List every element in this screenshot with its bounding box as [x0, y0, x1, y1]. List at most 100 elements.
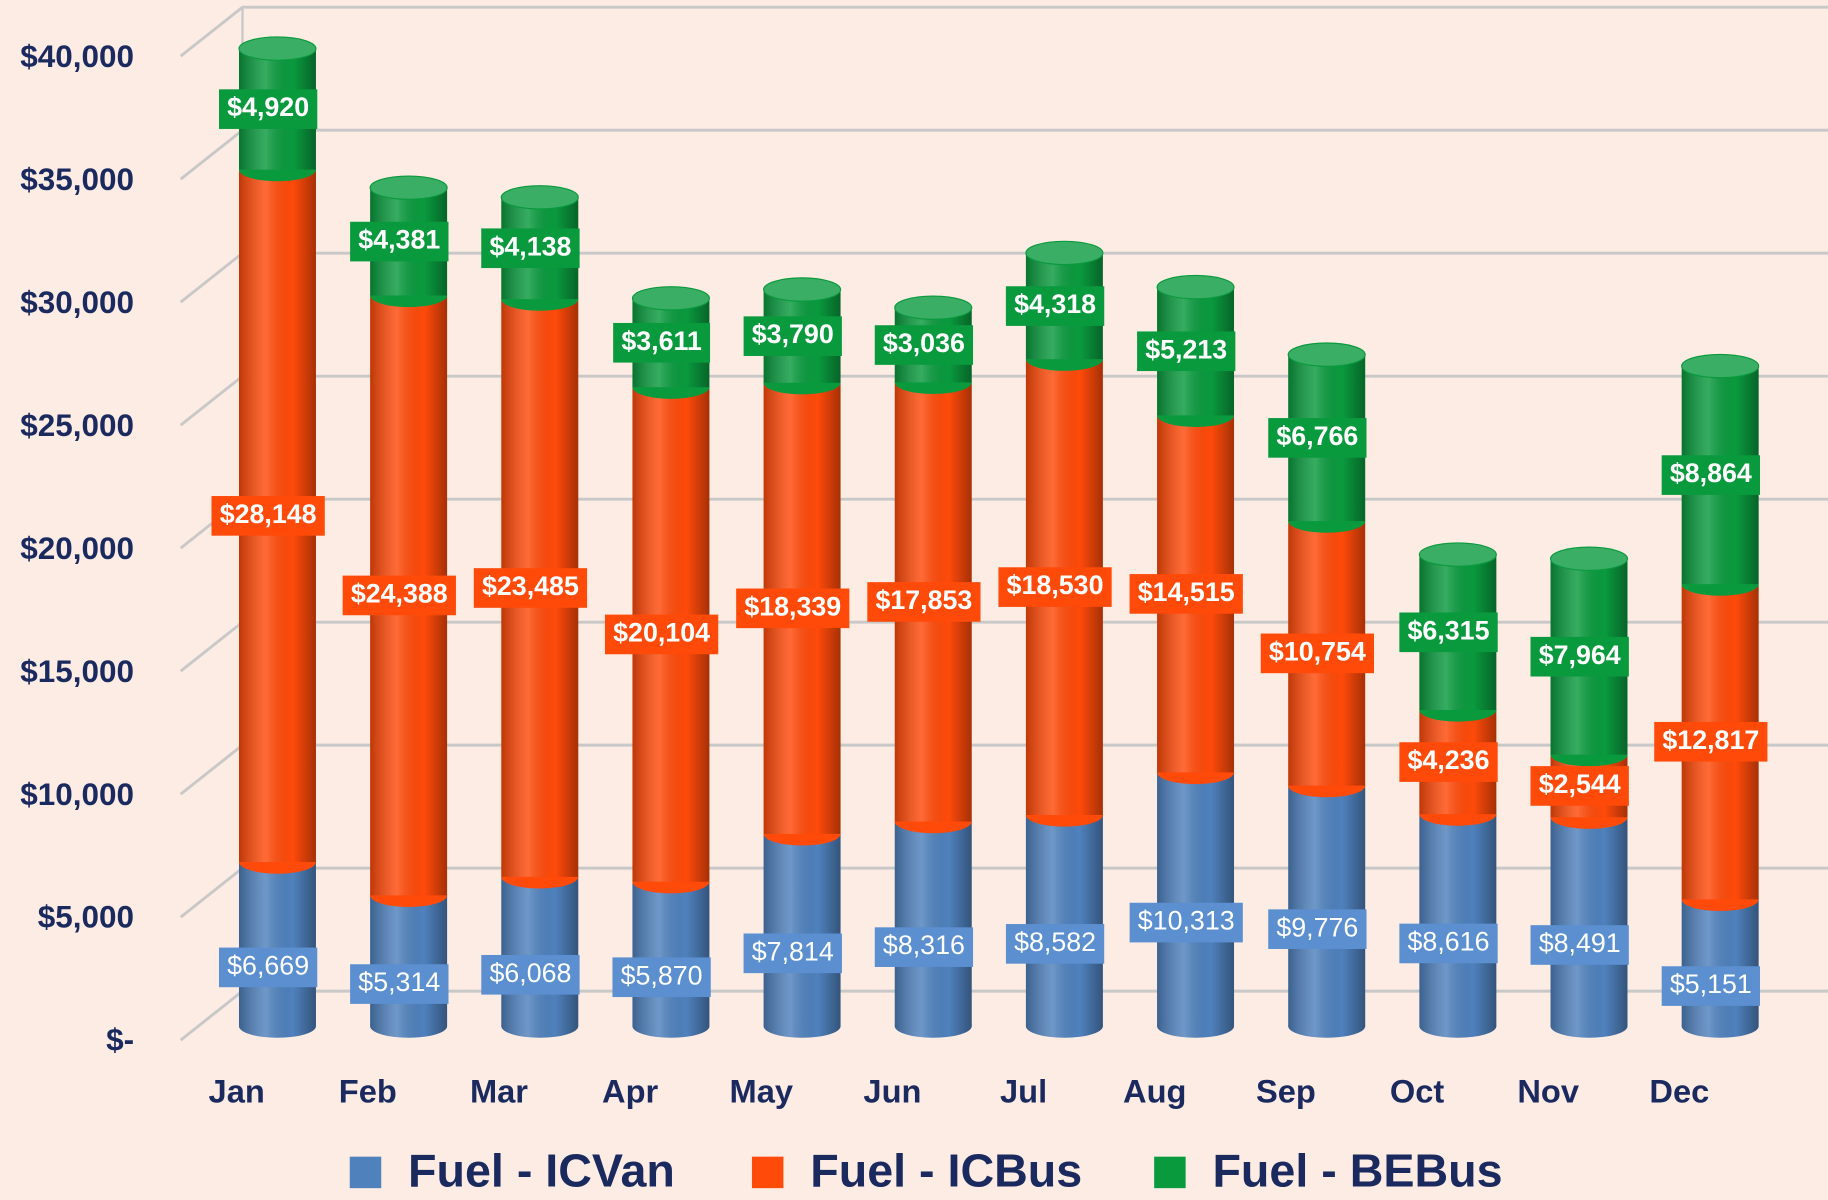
value-label-box — [481, 954, 580, 995]
value-label: $3,790 — [752, 319, 834, 349]
cylinder-top — [238, 36, 317, 61]
cylinder-top — [894, 295, 973, 320]
bar-shade — [501, 876, 579, 1027]
value-label-box — [1661, 455, 1761, 495]
value-label-box — [1399, 742, 1498, 782]
value-label-box — [743, 933, 842, 974]
value-label: $5,213 — [1145, 334, 1227, 364]
bar-shade — [1550, 817, 1628, 1027]
value-label-box — [473, 568, 588, 608]
value-label: $4,920 — [227, 92, 309, 122]
value-label: $8,582 — [1014, 927, 1096, 957]
value-label: $6,766 — [1276, 421, 1358, 451]
x-tick-label: Apr — [602, 1072, 658, 1109]
y-tick-label: $15,000 — [20, 654, 134, 689]
value-label-box — [612, 957, 711, 998]
value-label: $7,964 — [1539, 640, 1621, 670]
value-label-box — [613, 322, 711, 363]
y-tick-label: $40,000 — [20, 39, 134, 74]
value-label-box — [1530, 925, 1629, 965]
legend-swatch — [1154, 1156, 1186, 1189]
value-label: $5,870 — [621, 960, 703, 990]
value-label: $8,491 — [1539, 928, 1621, 958]
value-label-box — [481, 228, 580, 269]
value-label-box — [1399, 923, 1498, 964]
cylinder-top — [1156, 274, 1235, 300]
value-label: $17,853 — [875, 585, 972, 615]
value-label: $23,485 — [482, 571, 579, 601]
x-tick-label: Dec — [1649, 1072, 1709, 1109]
y-tick-label: $5,000 — [38, 900, 134, 935]
value-label: $8,316 — [883, 930, 965, 960]
value-label-box — [1137, 331, 1236, 372]
bar-shade — [894, 821, 972, 1027]
bar-shade — [1025, 814, 1103, 1027]
value-label: $6,068 — [489, 958, 571, 988]
value-label: $8,616 — [1408, 927, 1490, 957]
value-label-box — [874, 325, 974, 365]
value-label: $18,530 — [1007, 570, 1104, 600]
value-label: $4,138 — [489, 231, 571, 261]
legend-swatch — [751, 1156, 784, 1189]
value-label-box — [743, 316, 842, 356]
value-label-box — [342, 575, 456, 616]
value-label-box — [867, 582, 981, 622]
x-tick-label: Feb — [339, 1072, 397, 1109]
value-label-box — [1268, 418, 1367, 458]
cylinder-top — [763, 277, 842, 302]
value-label-box — [604, 614, 719, 655]
legend-swatch — [349, 1156, 382, 1189]
x-tick-label: Aug — [1123, 1072, 1186, 1109]
cylinder-top — [1418, 542, 1497, 567]
value-label: $24,388 — [351, 579, 448, 609]
value-label: $3,611 — [621, 326, 702, 356]
value-label: $20,104 — [613, 618, 710, 648]
value-label: $4,318 — [1014, 289, 1096, 319]
cylinder-top — [631, 286, 710, 311]
value-label: $10,754 — [1269, 636, 1366, 666]
legend-label: Fuel - ICVan — [408, 1144, 675, 1196]
bar-shade — [238, 862, 316, 1027]
value-label-box — [350, 964, 449, 1004]
value-label-box — [1268, 909, 1367, 950]
value-label: $4,381 — [358, 225, 440, 255]
y-tick-label: $- — [106, 1023, 134, 1058]
value-label: $9,776 — [1276, 912, 1358, 942]
value-label-box — [874, 927, 974, 967]
value-label: $5,151 — [1670, 969, 1752, 999]
value-label-box — [1399, 612, 1498, 653]
x-tick-label: Oct — [1390, 1072, 1445, 1109]
value-label: $5,314 — [358, 967, 440, 997]
value-label-box — [218, 947, 318, 988]
bar-shade — [1681, 899, 1759, 1027]
value-label-box — [736, 588, 850, 629]
cylinder-top — [500, 185, 579, 210]
value-label-box — [1129, 574, 1243, 614]
y-tick-label: $10,000 — [20, 777, 134, 812]
x-tick-label: Nov — [1517, 1072, 1579, 1109]
value-label-box — [1005, 286, 1105, 326]
bar-shade — [1288, 785, 1366, 1027]
cylinder-top — [1681, 353, 1760, 379]
value-label: $10,313 — [1138, 906, 1235, 936]
bar-shade — [1157, 772, 1235, 1027]
legend-label: Fuel - BEBus — [1212, 1144, 1502, 1196]
grid-line — [179, 5, 1828, 58]
x-tick-label: Jul — [1000, 1072, 1047, 1109]
labels: Jan $6,669 $28,148 $4,920 Feb $5,314 $24,388 $4… — [209, 89, 1768, 1196]
bars — [238, 36, 1760, 1038]
cylinder-top — [1287, 342, 1366, 367]
value-label-box — [998, 567, 1112, 607]
x-tick-label: Sep — [1256, 1072, 1316, 1109]
value-label-box — [1661, 966, 1760, 1006]
x-tick-label: May — [730, 1072, 793, 1109]
bar-shade — [763, 833, 841, 1027]
value-label: $3,036 — [883, 328, 965, 358]
value-label: $18,339 — [744, 591, 841, 621]
value-label-box — [350, 221, 449, 262]
value-label-box — [1260, 633, 1375, 674]
bar-shade — [370, 895, 448, 1027]
value-label: $7,814 — [752, 936, 834, 966]
value-label-box — [1530, 636, 1629, 677]
